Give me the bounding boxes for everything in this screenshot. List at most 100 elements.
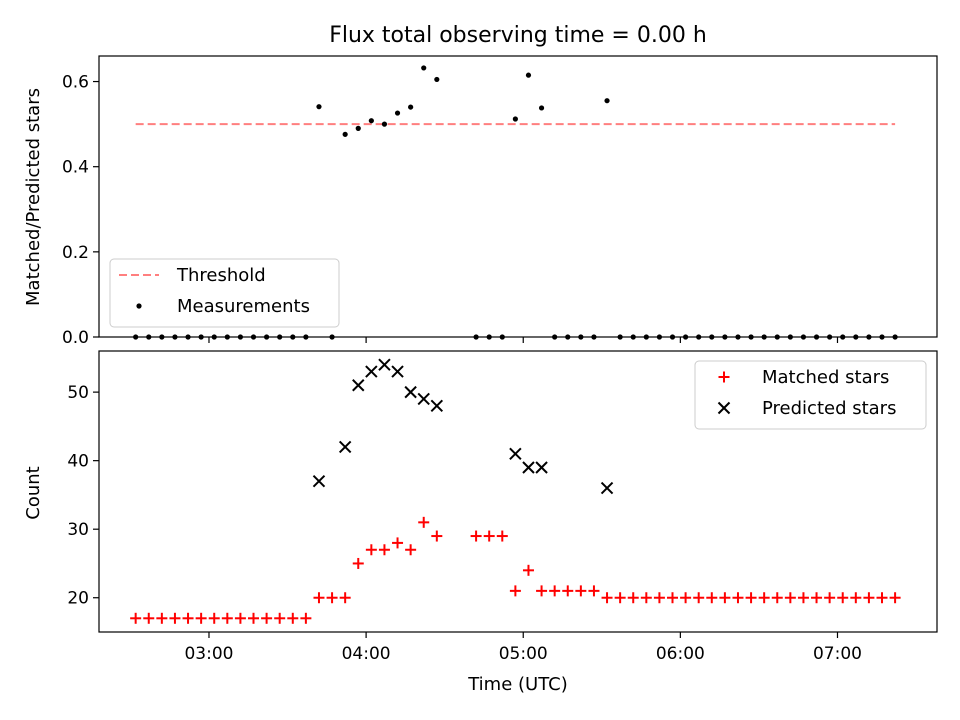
bottom-data-point [863, 592, 875, 604]
top-data-point [512, 116, 518, 122]
bottom-data-point [431, 530, 443, 542]
bottom-data-point [405, 544, 417, 556]
legend-marker-dot [136, 303, 142, 309]
top-data-point [368, 118, 374, 124]
bottom-data-point [274, 612, 286, 624]
top-y-axis-label: Matched/Predicted stars [23, 88, 44, 306]
bottom-data-point [248, 612, 260, 624]
bottom-data-point-b [404, 385, 417, 399]
top-y-tick-label: 0.0 [62, 328, 89, 348]
bottom-data-point [352, 557, 364, 569]
bottom-data-point [391, 365, 404, 378]
bottom-data-point [667, 592, 679, 604]
bottom-data-point [535, 461, 548, 474]
bottom-data-point [313, 592, 325, 604]
legend-label: Measurements [177, 296, 310, 317]
bottom-data-point [758, 592, 770, 604]
bottom-series-predicted-stars [312, 358, 614, 495]
bottom-y-tick-label: 30 [67, 520, 89, 540]
bottom-data-point [339, 592, 351, 604]
bottom-data-point [745, 592, 757, 604]
bottom-data-point-b [391, 365, 404, 378]
bottom-data-point [719, 592, 731, 604]
bottom-data-point [627, 592, 639, 604]
top-legend-box [109, 258, 340, 328]
top-data-point [316, 104, 322, 110]
bottom-data-point [680, 592, 692, 604]
top-y-tick-label: 0.4 [62, 158, 89, 178]
top-data-point [604, 98, 610, 104]
bottom-data-point-b [430, 399, 444, 413]
bottom-data-point [522, 564, 534, 576]
bottom-data-point [549, 585, 561, 597]
bottom-data-point [509, 447, 522, 461]
bottom-data-point [287, 612, 299, 624]
bottom-data-point [483, 530, 495, 542]
bottom-data-point [601, 592, 613, 604]
bottom-data-point [156, 612, 168, 624]
top-data-point [394, 110, 401, 116]
bottom-data-point [575, 585, 587, 597]
bottom-data-point [850, 592, 862, 604]
bottom-x-axis-label: Time (UTC) [467, 674, 568, 695]
bottom-data-point-b [509, 447, 522, 461]
bottom-data-point [300, 612, 312, 624]
bottom-data-point [352, 379, 365, 392]
top-y-tick-label: 0.6 [62, 73, 89, 93]
bottom-data-point [418, 516, 430, 528]
bottom-data-point [430, 399, 444, 413]
bottom-data-point [706, 592, 718, 604]
top-legend: Threshold Measurements [109, 258, 340, 328]
bottom-data-point [326, 592, 338, 604]
bottom-data-point [640, 592, 652, 604]
bottom-data-point [261, 612, 273, 624]
bottom-data-point-b [417, 392, 430, 406]
bottom-y-axis-label: Count [23, 466, 44, 519]
bottom-data-point [312, 475, 326, 488]
bottom-data-point [208, 612, 220, 624]
bottom-data-point [182, 612, 194, 624]
bottom-data-point [614, 592, 626, 604]
bottom-x-tick-label: 04:00 [342, 644, 391, 664]
top-data-point [421, 65, 427, 71]
plots-layer: 0.0 0.2 0.4 0.6 Threshold Measurements 20 30 40 5… [62, 55, 938, 664]
bottom-legend-box [694, 360, 927, 430]
bottom-data-point [338, 440, 352, 454]
legend-marker-x [717, 401, 731, 415]
bottom-axes-frame [98, 350, 938, 633]
bottom-data-point [588, 585, 600, 597]
bottom-x-tick-label: 05:00 [499, 644, 548, 664]
bottom-data-point-b [352, 379, 365, 392]
bottom-data-point [653, 592, 665, 604]
bottom-data-point-b [522, 461, 535, 474]
bottom-data-point [784, 592, 796, 604]
legend-marker-x-b [717, 401, 731, 415]
bottom-x-tick-label: 03:00 [184, 644, 233, 664]
bottom-data-point [693, 592, 705, 604]
bottom-data-point [169, 612, 181, 624]
bottom-y-tick-label: 50 [67, 383, 89, 403]
bottom-legend: Matched stars Predicted stars [694, 360, 927, 430]
bottom-data-point [496, 530, 508, 542]
bottom-data-point [562, 585, 574, 597]
chart-title: Flux total observing time = 0.00 h [329, 23, 707, 48]
bottom-data-point [771, 592, 783, 604]
bottom-data-point [824, 592, 836, 604]
legend-marker-plus [718, 371, 730, 383]
bottom-data-point [195, 612, 207, 624]
bottom-data-point [536, 585, 548, 597]
top-data-point [342, 131, 348, 137]
bottom-x-tick-label: 06:00 [656, 644, 705, 664]
top-axes-frame [98, 55, 938, 338]
bottom-data-point [600, 481, 614, 495]
bottom-panel: 20 30 40 50 03:00 04:00 05:00 06:00 07:00 Matched… [67, 350, 938, 664]
top-panel: 0.0 0.2 0.4 0.6 Threshold Measurements [62, 55, 938, 348]
top-y-tick-label: 0.2 [62, 243, 89, 263]
bottom-data-point-b [600, 481, 614, 495]
legend-label: Threshold [176, 265, 266, 286]
legend-label: Predicted stars [762, 398, 896, 419]
top-data-point [525, 72, 532, 78]
top-data-point [434, 76, 440, 83]
bottom-data-point [143, 612, 155, 624]
